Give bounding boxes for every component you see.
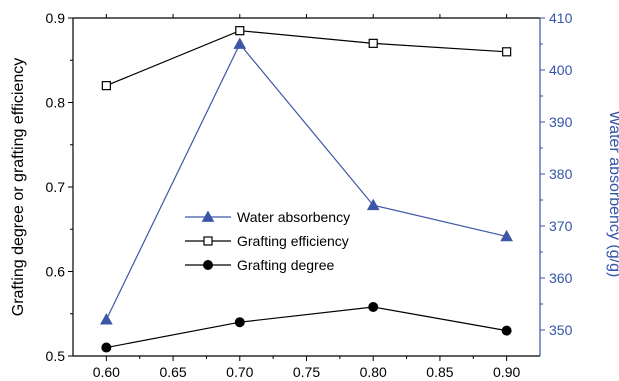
data-point bbox=[233, 37, 247, 49]
series-water-absorbency bbox=[100, 37, 513, 325]
legend-marker bbox=[201, 210, 215, 222]
right-y-tick-label: 360 bbox=[549, 270, 573, 286]
data-point bbox=[368, 38, 378, 48]
data-point bbox=[500, 229, 513, 242]
x-tick-label: 0.85 bbox=[426, 364, 453, 380]
series-line bbox=[105, 42, 507, 320]
left-y-tick-label: 0.6 bbox=[46, 264, 66, 280]
series-grafting-degree bbox=[101, 301, 512, 353]
legend-item: Grafting degree bbox=[185, 257, 334, 273]
x-tick-label: 0.65 bbox=[159, 364, 186, 380]
axes: 0.60 0.65 0.70 0.75 0.80 0.85 0.90 0.5 0.6 0.7 0.8… bbox=[46, 10, 573, 380]
left-y-tick-label: 0.8 bbox=[46, 95, 66, 111]
series-layer bbox=[100, 26, 513, 353]
right-y-tick-label: 370 bbox=[549, 218, 573, 234]
data-point bbox=[235, 26, 245, 36]
data-point bbox=[502, 47, 512, 57]
x-tick-label: 0.60 bbox=[93, 364, 120, 380]
legend: Water absorbency Grafting efficiency Graft… bbox=[185, 209, 350, 273]
right-y-tick-label: 390 bbox=[549, 114, 573, 130]
data-point bbox=[100, 313, 113, 325]
right-y-tick-label: 400 bbox=[549, 62, 573, 78]
legend-label: Grafting degree bbox=[237, 257, 334, 273]
legend-label: Grafting efficiency bbox=[237, 233, 349, 249]
legend-marker bbox=[203, 260, 213, 270]
series-line bbox=[106, 306, 507, 349]
left-axis-title: Grafting degree or grafting efficiency bbox=[10, 58, 27, 317]
data-point bbox=[366, 198, 380, 211]
left-y-tick-label: 0.5 bbox=[46, 348, 66, 364]
x-tick-label: 0.80 bbox=[360, 364, 387, 380]
data-point bbox=[101, 342, 112, 353]
data-point bbox=[234, 317, 245, 328]
legend-label: Water absorbency bbox=[237, 209, 350, 225]
data-point bbox=[501, 325, 512, 336]
x-tick-label: 0.90 bbox=[493, 364, 520, 380]
left-y-tick-label: 0.7 bbox=[46, 179, 66, 195]
series-line bbox=[106, 30, 507, 87]
x-tick-label: 0.70 bbox=[226, 364, 253, 380]
x-tick-label: 0.75 bbox=[293, 364, 320, 380]
legend-item: Water absorbency bbox=[185, 209, 350, 225]
right-y-tick-label: 410 bbox=[549, 10, 573, 26]
data-point bbox=[101, 80, 111, 91]
right-y-tick-label: 350 bbox=[549, 322, 573, 338]
left-y-tick-label: 0.9 bbox=[46, 10, 66, 26]
right-axis-title: Water absorbency (g/g) bbox=[606, 111, 619, 278]
series-grafting-efficiency bbox=[101, 26, 512, 91]
legend-item: Grafting efficiency bbox=[185, 233, 349, 249]
right-y-tick-label: 380 bbox=[549, 166, 573, 182]
data-point bbox=[368, 301, 379, 312]
legend-marker bbox=[203, 236, 213, 246]
